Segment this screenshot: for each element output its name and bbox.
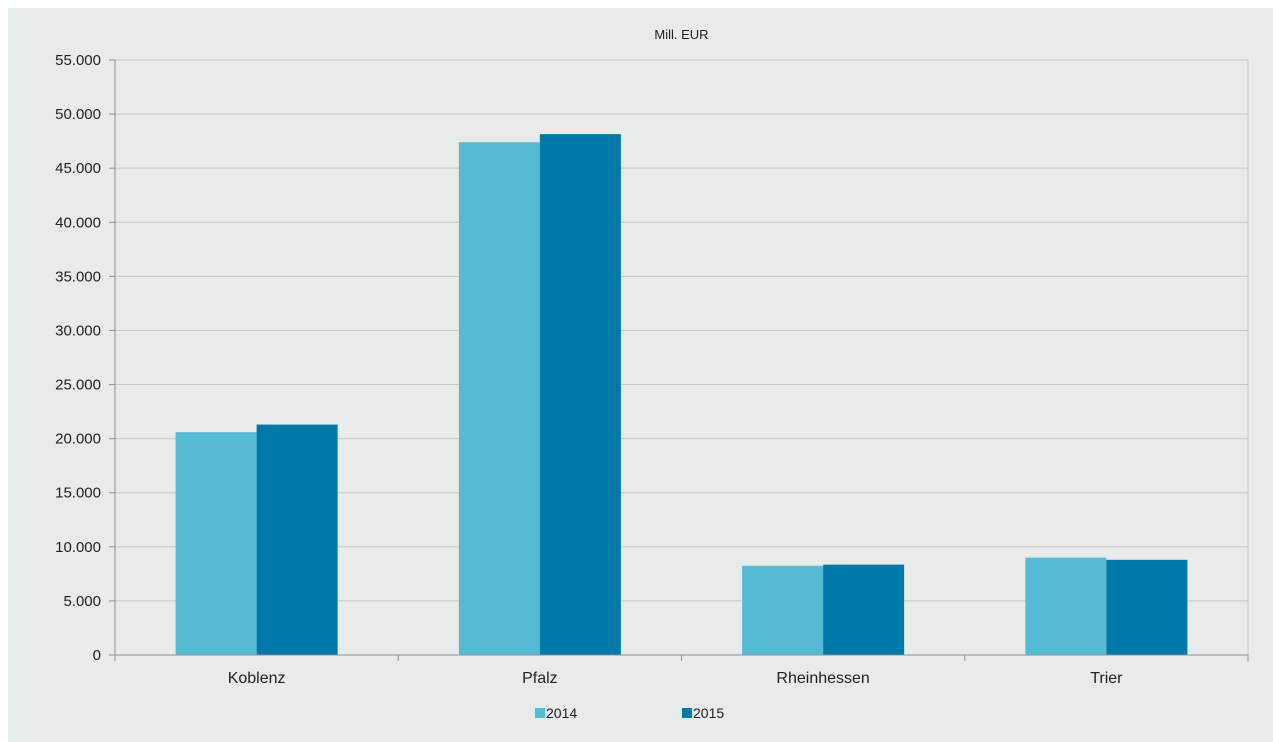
legend-label-2015: 2015 <box>693 705 724 721</box>
x-tick-label: Rheinhessen <box>776 670 869 687</box>
y-tick-label: 45.000 <box>55 160 101 177</box>
chart-frame: Mill. EUR 0 5.000 10.000 15.000 20.000 25.000… <box>8 8 1273 742</box>
legend-swatch-2014 <box>535 708 545 718</box>
y-tick-label: 30.000 <box>55 322 101 339</box>
legend: 2014 2015 <box>535 705 724 721</box>
y-tick-labels: 0 5.000 10.000 15.000 20.000 25.000 30.000 35.0… <box>55 52 101 664</box>
x-tick-label: Pfalz <box>522 670 558 687</box>
y-tick-label: 5.000 <box>63 593 101 610</box>
bar-2014-trier <box>1025 557 1107 655</box>
bar-2015-pfalz <box>539 134 621 655</box>
x-tick-label: Trier <box>1090 670 1123 687</box>
chart-title: Mill. EUR <box>654 27 708 42</box>
bar-2015-trier <box>1106 559 1188 655</box>
legend-label-2014: 2014 <box>546 705 577 721</box>
bar-2014-rheinhessen <box>742 565 824 655</box>
legend-swatch-2015 <box>682 708 692 718</box>
y-tick-label: 15.000 <box>55 485 101 502</box>
y-tick-label: 35.000 <box>55 268 101 285</box>
y-tick-label: 55.000 <box>55 52 101 69</box>
bar-chart: Mill. EUR 0 5.000 10.000 15.000 20.000 25.000… <box>55 27 1249 721</box>
y-tick-label: 25.000 <box>55 377 101 394</box>
y-tick-label: 50.000 <box>55 106 101 123</box>
bar-2014-pfalz <box>458 142 540 655</box>
bars <box>175 134 1188 655</box>
y-tick-label: 0 <box>93 647 101 664</box>
bar-2015-rheinhessen <box>823 564 905 655</box>
x-tick-labels: Koblenz Pfalz Rheinhessen Trier <box>228 670 1123 687</box>
y-tick-label: 10.000 <box>55 539 101 556</box>
axes <box>109 59 1249 661</box>
bar-2015-koblenz <box>256 424 338 655</box>
x-tick-label: Koblenz <box>228 670 286 687</box>
bar-2014-koblenz <box>175 432 257 655</box>
y-tick-label: 20.000 <box>55 431 101 448</box>
y-tick-label: 40.000 <box>55 214 101 231</box>
